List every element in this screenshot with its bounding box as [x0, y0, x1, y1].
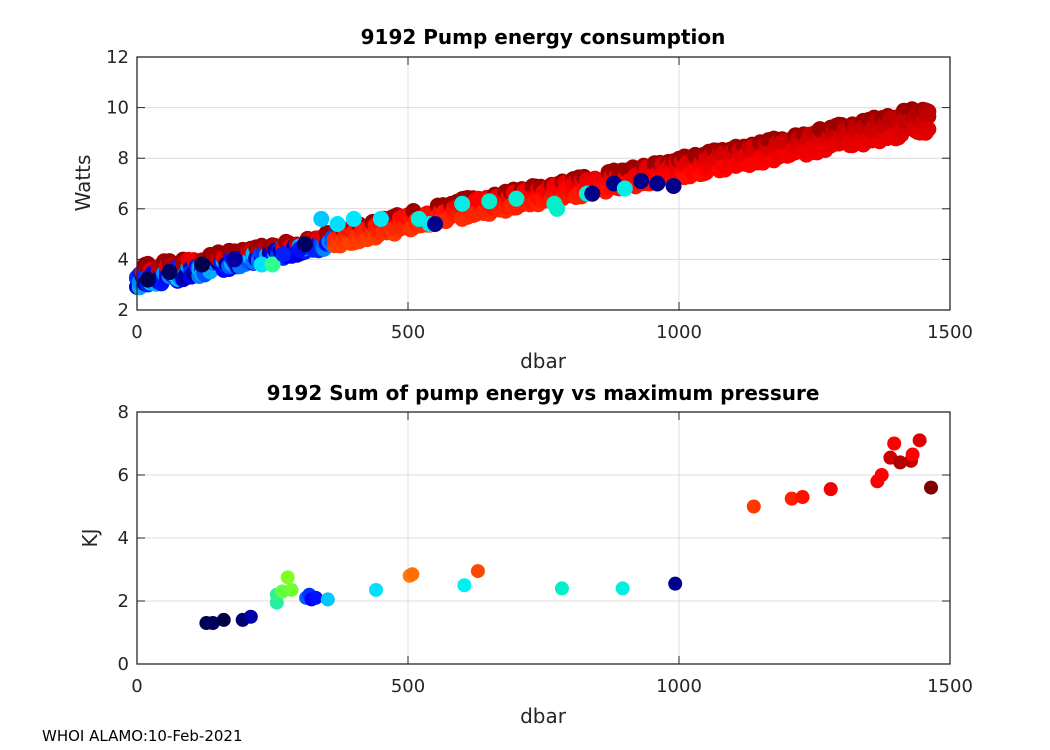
data-point — [616, 180, 633, 197]
data-point — [216, 612, 231, 627]
data-point — [554, 581, 569, 596]
axes-pump-energy: 9192 Pump energy consumption dbar Watts … — [71, 25, 973, 373]
data-point — [139, 271, 156, 288]
data-point — [795, 490, 810, 505]
data-point — [405, 567, 420, 582]
data-point — [308, 590, 323, 605]
data-point — [584, 185, 601, 202]
data-points — [199, 433, 939, 631]
data-point — [243, 609, 258, 624]
data-points — [129, 101, 937, 296]
data-point — [205, 616, 220, 631]
data-point — [649, 175, 666, 192]
data-point — [226, 251, 243, 268]
chart-title-bottom: 9192 Sum of pump energy vs maximum press… — [267, 381, 820, 405]
x-tick-label: 500 — [391, 676, 425, 697]
x-axis-label-bottom: dbar — [520, 704, 567, 728]
data-point — [665, 178, 682, 195]
x-axis-label-top: dbar — [520, 349, 567, 373]
data-point — [508, 190, 525, 207]
data-point — [746, 499, 761, 514]
data-point — [874, 468, 889, 482]
data-point — [893, 455, 908, 470]
data-point — [633, 172, 650, 189]
data-point — [481, 193, 498, 210]
data-point — [329, 215, 346, 232]
x-tick-label: 500 — [391, 322, 425, 343]
y-tick-label: 8 — [118, 148, 129, 169]
x-tick-label: 1500 — [927, 676, 973, 697]
data-point — [284, 582, 299, 597]
data-point — [920, 108, 937, 125]
data-point — [369, 582, 384, 597]
data-point — [887, 436, 902, 451]
y-axis-label-top: Watts — [71, 155, 95, 212]
y-tick-label: 2 — [118, 300, 129, 321]
data-point — [320, 592, 335, 607]
chart-title-top: 9192 Pump energy consumption — [361, 25, 726, 49]
data-point — [454, 195, 471, 212]
data-point — [280, 570, 295, 585]
data-point — [427, 215, 444, 232]
y-tick-label: 6 — [118, 199, 129, 220]
data-point — [668, 576, 683, 591]
data-point — [924, 480, 939, 495]
data-point — [194, 256, 211, 273]
y-tick-label: 12 — [106, 47, 129, 68]
data-point — [372, 210, 389, 227]
axes-frame: 0 500 1000 1500 2 4 6 8 10 12 — [106, 47, 973, 343]
data-point — [275, 246, 292, 263]
y-tick-label: 6 — [118, 465, 129, 486]
data-point — [784, 491, 799, 506]
y-tick-label: 4 — [118, 249, 129, 270]
x-tick-label: 0 — [131, 676, 142, 697]
data-point — [823, 482, 838, 497]
data-point — [470, 564, 485, 579]
data-point — [457, 578, 472, 593]
y-tick-label: 8 — [118, 402, 129, 423]
x-tick-label: 1000 — [656, 322, 702, 343]
x-tick-label: 1000 — [656, 676, 702, 697]
y-tick-label: 0 — [118, 654, 129, 675]
axes-box — [136, 411, 951, 665]
y-tick-label: 2 — [118, 591, 129, 612]
data-point — [912, 433, 927, 448]
axes-energy-sum: 9192 Sum of pump energy vs maximum press… — [78, 381, 973, 728]
data-point — [297, 236, 314, 253]
y-tick-label: 4 — [118, 528, 129, 549]
data-point — [161, 264, 178, 281]
data-point — [264, 256, 281, 273]
data-point — [313, 210, 330, 227]
data-point — [345, 210, 362, 227]
x-tick-label: 0 — [131, 322, 142, 343]
data-point — [549, 200, 566, 217]
data-point — [615, 581, 630, 596]
axes-box — [136, 56, 951, 311]
y-axis-label-bottom: KJ — [78, 528, 102, 547]
data-point — [920, 121, 937, 138]
y-tick-label: 10 — [106, 98, 129, 119]
data-point — [905, 447, 920, 462]
x-tick-label: 1500 — [927, 322, 973, 343]
grid — [136, 411, 951, 665]
axes-frame: 0 500 1000 1500 0 2 4 6 8 — [118, 402, 973, 697]
footer-credit: WHOI ALAMO:10-Feb-2021 — [42, 727, 243, 745]
